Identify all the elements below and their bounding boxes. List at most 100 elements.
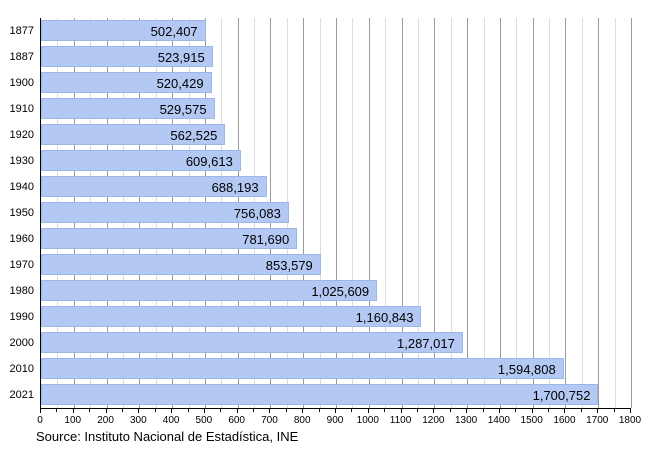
x-tick-minor [482, 409, 484, 412]
x-tick-label-600: 600 [228, 415, 245, 426]
x-tick-minor [384, 409, 386, 412]
x-tick-label-300: 300 [129, 415, 147, 426]
gridline-major [434, 18, 436, 408]
bar-2010: 1,594,808 [41, 358, 564, 379]
year-label-1910: 1910 [9, 103, 34, 115]
bar-1990: 1,160,843 [41, 306, 422, 327]
bar-value-label: 853,579 [265, 258, 313, 273]
gridline-major [401, 18, 403, 408]
x-tick-label-100: 100 [64, 415, 82, 426]
gridline-major [631, 18, 632, 408]
x-tick-major [236, 409, 238, 413]
gridline-minor [450, 18, 452, 408]
x-tick-label-1500: 1500 [520, 415, 543, 426]
gridline-major [598, 18, 600, 408]
gridline-major [565, 18, 567, 408]
bar-value-label: 562,525 [170, 128, 218, 143]
year-label-1990: 1990 [9, 311, 34, 323]
gridline-minor [549, 18, 551, 408]
x-tick-minor [187, 409, 189, 412]
bar-1970: 853,579 [41, 254, 321, 275]
plot-area: 502,407 523,915 520,429 529,575 562,525 609,6… [40, 18, 632, 409]
year-label-1930: 1930 [9, 155, 34, 167]
bar-1920: 562,525 [41, 124, 226, 145]
x-tick-minor [220, 409, 222, 412]
x-tick-label-200: 200 [97, 415, 114, 426]
bar-1960: 781,690 [41, 228, 298, 249]
x-tick-major [498, 409, 500, 413]
x-tick-label-0: 0 [37, 415, 43, 426]
x-tick-minor [515, 409, 517, 412]
bar-2021: 1,700,752 [41, 384, 599, 405]
x-tick-minor [253, 409, 255, 412]
x-tick-label-500: 500 [195, 415, 213, 426]
x-tick-minor [449, 409, 451, 412]
bar-1950: 756,083 [41, 202, 289, 223]
year-label-2021: 2021 [9, 389, 34, 401]
x-tick-major [105, 409, 107, 413]
gridline-minor [516, 18, 518, 408]
gridline-major [368, 18, 370, 408]
gridline-minor [483, 18, 485, 408]
year-label-1960: 1960 [9, 233, 34, 245]
bar-1900: 520,429 [41, 72, 212, 93]
year-label-1887: 1887 [9, 51, 34, 63]
year-label-1877: 1877 [9, 25, 34, 37]
x-tick-label-900: 900 [326, 415, 344, 426]
x-tick-label-400: 400 [162, 415, 180, 426]
x-tick-label-1000: 1000 [356, 415, 379, 426]
x-tick-minor [351, 409, 353, 412]
bar-value-label: 781,690 [242, 232, 290, 247]
bar-1930: 609,613 [41, 150, 241, 171]
bar-value-label: 688,193 [211, 180, 259, 195]
bar-1940: 688,193 [41, 176, 267, 197]
bar-value-label: 1,287,017 [397, 336, 455, 351]
x-tick-label-800: 800 [293, 415, 311, 426]
year-label-1970: 1970 [9, 259, 34, 271]
gridline-major [336, 18, 337, 408]
year-label-2000: 2000 [9, 337, 34, 349]
x-tick-label-1600: 1600 [553, 415, 576, 426]
year-label-1900: 1900 [9, 77, 34, 89]
year-label-1980: 1980 [9, 285, 34, 297]
x-tick-major [72, 409, 74, 413]
x-tick-minor [121, 409, 123, 412]
x-tick-label-700: 700 [261, 415, 278, 426]
source-note: Source: Instituto Nacional de Estadístic… [36, 429, 299, 444]
bar-value-label: 529,575 [159, 102, 207, 117]
x-tick-major [203, 409, 205, 413]
x-tick-major [531, 409, 533, 413]
x-tick-label-1100: 1100 [389, 415, 412, 426]
x-tick-minor [56, 409, 58, 412]
bar-1910: 529,575 [41, 98, 215, 119]
x-tick-minor [89, 409, 91, 412]
gridline-major [303, 18, 305, 408]
x-tick-major [138, 409, 140, 413]
x-tick-major [171, 409, 173, 413]
year-label-1920: 1920 [9, 129, 34, 141]
gridline-major [499, 18, 501, 408]
x-tick-major [597, 409, 599, 413]
year-label-1940: 1940 [9, 181, 34, 193]
x-tick-major [40, 409, 41, 413]
x-tick-major [269, 409, 271, 413]
x-tick-label-1800: 1800 [618, 415, 642, 426]
x-tick-major [335, 409, 336, 413]
bar-value-label: 1,160,843 [355, 310, 414, 325]
x-tick-label-1700: 1700 [586, 415, 609, 426]
x-tick-major [400, 409, 402, 413]
gridline-minor [352, 18, 354, 408]
gridline-minor [417, 18, 419, 408]
x-tick-minor [580, 409, 582, 412]
x-tick-label-1200: 1200 [422, 415, 445, 426]
gridline-major [532, 18, 534, 408]
bar-2000: 1,287,017 [41, 332, 463, 353]
bar-value-label: 1,025,609 [311, 284, 370, 299]
x-tick-minor [416, 409, 418, 412]
bar-value-label: 523,915 [157, 50, 205, 65]
x-tick-label-1400: 1400 [487, 415, 510, 426]
bar-value-label: 502,407 [150, 24, 198, 39]
gridline-major [467, 18, 469, 408]
x-tick-major [433, 409, 435, 413]
